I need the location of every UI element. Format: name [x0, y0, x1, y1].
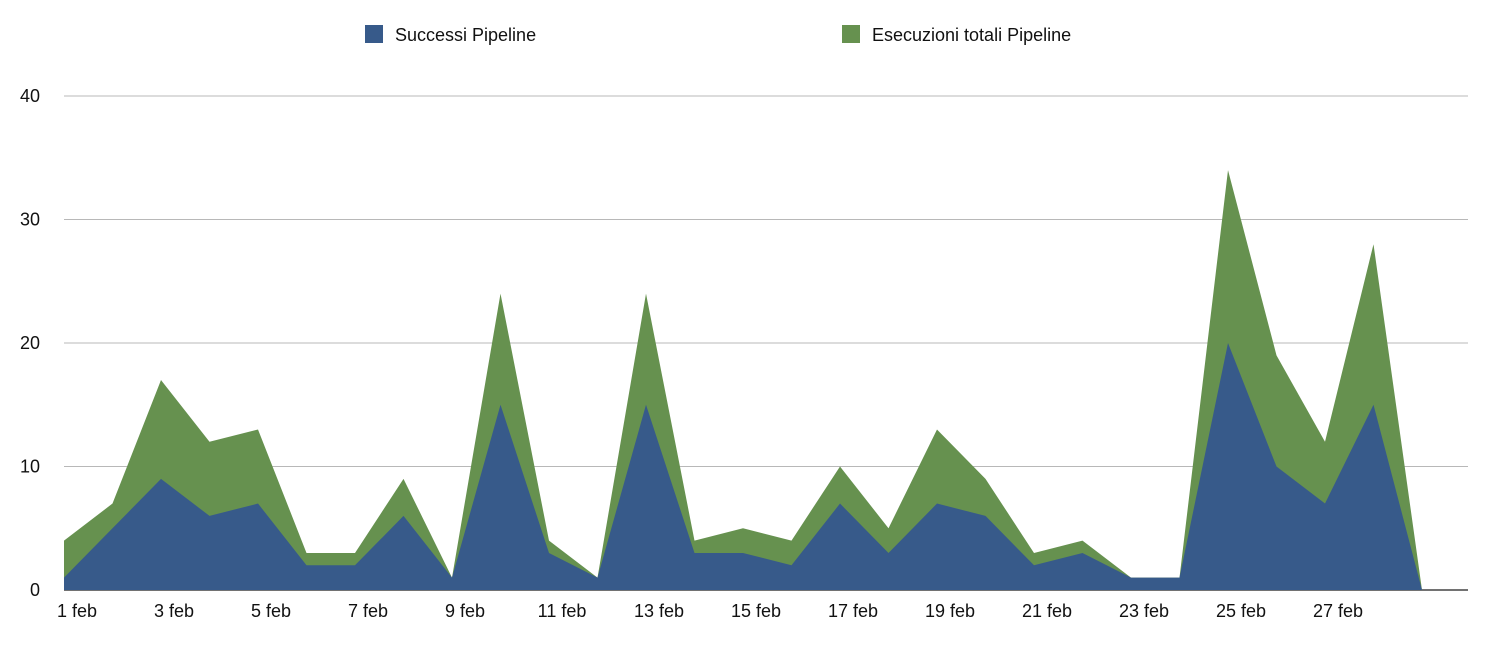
x-tick-label: 3 feb — [154, 601, 194, 621]
x-tick-label: 23 feb — [1119, 601, 1169, 621]
x-tick-label: 27 feb — [1313, 601, 1363, 621]
legend-label-successi: Successi Pipeline — [395, 25, 536, 45]
y-tick-label: 20 — [20, 333, 40, 353]
y-axis-ticks: 0 10 20 30 40 — [20, 86, 40, 600]
x-axis-ticks: 1 feb 3 feb 5 feb 7 feb 9 feb 11 feb 13 feb 15 … — [57, 601, 1363, 621]
x-tick-label: 15 feb — [731, 601, 781, 621]
area-successi-pipeline — [64, 343, 1468, 590]
x-tick-label: 7 feb — [348, 601, 388, 621]
x-tick-label: 1 feb — [57, 601, 97, 621]
legend-swatch-successi — [365, 25, 383, 43]
y-tick-label: 30 — [20, 210, 40, 230]
chart-areas — [64, 170, 1468, 590]
legend-swatch-esecuzioni — [842, 25, 860, 43]
x-tick-label: 17 feb — [828, 601, 878, 621]
y-tick-label: 40 — [20, 86, 40, 106]
legend: Successi Pipeline Esecuzioni totali Pipe… — [365, 25, 1071, 45]
x-tick-label: 25 feb — [1216, 601, 1266, 621]
legend-label-esecuzioni: Esecuzioni totali Pipeline — [872, 25, 1071, 45]
y-tick-label: 0 — [30, 580, 40, 600]
x-tick-label: 11 feb — [538, 601, 587, 621]
x-tick-label: 13 feb — [634, 601, 684, 621]
y-tick-label: 10 — [20, 457, 40, 477]
x-tick-label: 5 feb — [251, 601, 291, 621]
x-tick-label: 19 feb — [925, 601, 975, 621]
x-tick-label: 9 feb — [445, 601, 485, 621]
x-tick-label: 21 feb — [1022, 601, 1072, 621]
